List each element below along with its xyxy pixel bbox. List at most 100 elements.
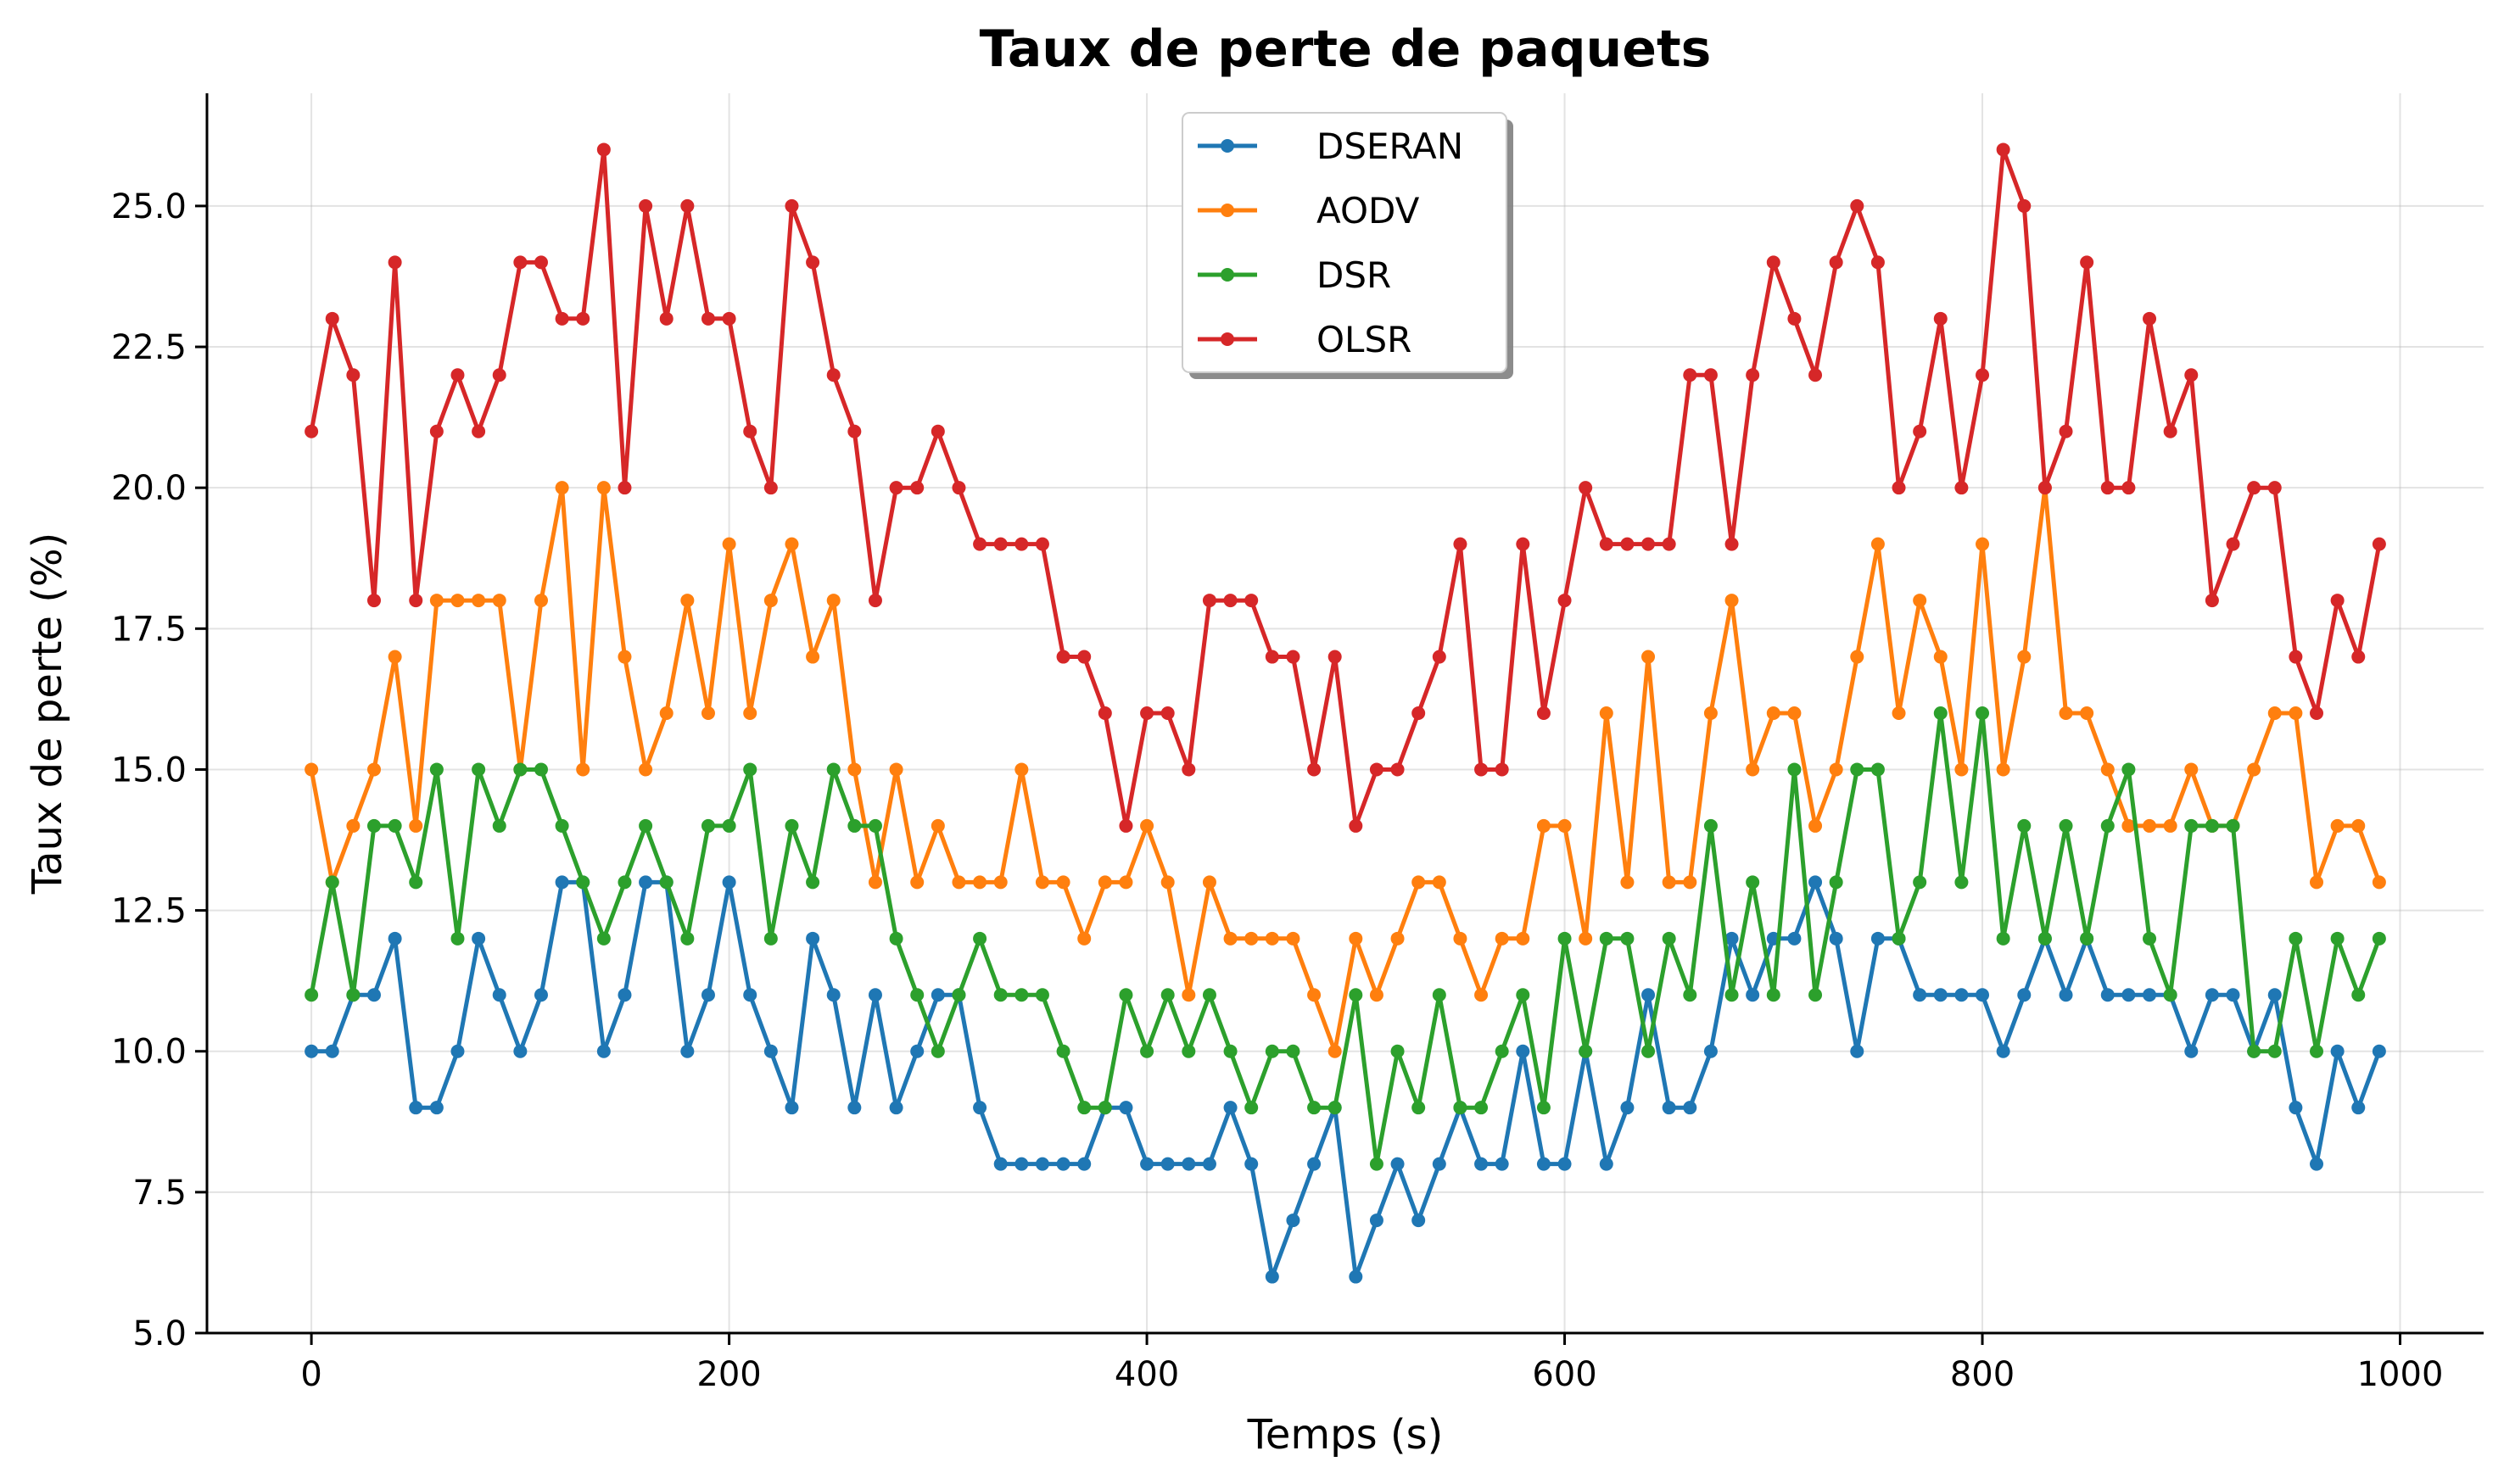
x-axis-label: Temps (s) xyxy=(1247,1411,1444,1459)
data-point-dsr-2 xyxy=(346,988,361,1002)
data-point-aodv-11 xyxy=(534,594,548,608)
data-point-olsr-90 xyxy=(2184,368,2199,382)
data-point-dseran-34 xyxy=(1014,1157,1029,1171)
data-point-dsr-65 xyxy=(1662,931,1676,946)
data-point-dseran-21 xyxy=(743,988,757,1002)
data-point-dsr-64 xyxy=(1641,1044,1656,1058)
data-point-olsr-96 xyxy=(2310,706,2324,720)
data-point-dsr-59 xyxy=(1536,1101,1551,1115)
data-point-olsr-60 xyxy=(1557,594,1572,608)
data-point-aodv-74 xyxy=(1850,650,1864,664)
data-point-aodv-45 xyxy=(1244,931,1259,946)
data-point-olsr-15 xyxy=(618,481,632,495)
data-point-dsr-40 xyxy=(1140,1044,1154,1058)
series-line-dsr xyxy=(309,711,2382,1167)
data-point-olsr-18 xyxy=(680,198,695,213)
data-point-olsr-58 xyxy=(1516,537,1530,551)
legend-marker-dseran xyxy=(1221,139,1234,153)
data-point-dsr-60 xyxy=(1557,931,1572,946)
data-point-dsr-32 xyxy=(973,931,987,946)
data-point-aodv-17 xyxy=(659,706,674,720)
data-point-aodv-46 xyxy=(1265,931,1279,946)
data-point-aodv-60 xyxy=(1557,818,1572,833)
data-point-olsr-12 xyxy=(555,311,569,326)
data-point-dseran-67 xyxy=(1703,1044,1718,1058)
data-point-olsr-51 xyxy=(1369,762,1383,777)
data-point-dseran-10 xyxy=(513,1044,528,1058)
data-point-aodv-70 xyxy=(1766,706,1780,720)
data-point-aodv-69 xyxy=(1746,762,1760,777)
data-point-dsr-51 xyxy=(1369,1157,1383,1171)
data-point-aodv-66 xyxy=(1683,875,1697,890)
data-point-dsr-49 xyxy=(1327,1101,1342,1115)
data-point-olsr-19 xyxy=(701,311,715,326)
data-point-olsr-0 xyxy=(305,424,319,438)
data-point-olsr-91 xyxy=(2205,594,2219,608)
data-point-aodv-4 xyxy=(388,650,402,664)
data-point-dseran-87 xyxy=(2121,988,2136,1002)
data-point-aodv-87 xyxy=(2121,818,2136,833)
data-point-olsr-25 xyxy=(826,368,841,382)
data-point-dseran-4 xyxy=(388,931,402,946)
data-point-dsr-22 xyxy=(763,931,778,946)
data-point-dsr-34 xyxy=(1014,988,1029,1002)
data-point-dsr-24 xyxy=(806,875,820,890)
data-point-olsr-81 xyxy=(1996,142,2010,157)
data-point-dseran-60 xyxy=(1557,1157,1572,1171)
data-point-aodv-78 xyxy=(1933,650,1948,664)
data-point-olsr-71 xyxy=(1787,311,1802,326)
data-point-dsr-94 xyxy=(2267,1044,2282,1058)
data-point-aodv-26 xyxy=(847,762,862,777)
data-point-olsr-87 xyxy=(2121,481,2136,495)
data-point-olsr-69 xyxy=(1746,368,1760,382)
data-point-aodv-14 xyxy=(596,481,611,495)
data-point-aodv-3 xyxy=(366,762,381,777)
data-point-dsr-50 xyxy=(1349,988,1363,1002)
data-point-dseran-57 xyxy=(1495,1157,1509,1171)
data-point-dsr-17 xyxy=(659,875,674,890)
data-point-dseran-9 xyxy=(492,988,506,1002)
data-point-aodv-67 xyxy=(1703,706,1718,720)
data-point-dseran-77 xyxy=(1913,988,1927,1002)
data-point-olsr-50 xyxy=(1349,818,1363,833)
data-point-dsr-61 xyxy=(1579,1044,1593,1058)
data-point-dsr-95 xyxy=(2289,931,2303,946)
data-point-dseran-8 xyxy=(472,931,486,946)
data-point-dsr-89 xyxy=(2163,988,2177,1002)
data-point-olsr-88 xyxy=(2143,311,2157,326)
data-point-olsr-84 xyxy=(2059,424,2073,438)
data-point-aodv-40 xyxy=(1140,818,1154,833)
data-point-aodv-16 xyxy=(639,762,653,777)
x-tick-label-4: 800 xyxy=(1950,1355,2015,1394)
data-point-dsr-46 xyxy=(1265,1044,1279,1058)
data-point-olsr-72 xyxy=(1808,368,1823,382)
data-point-olsr-21 xyxy=(743,424,757,438)
data-point-olsr-55 xyxy=(1453,537,1467,551)
data-point-dsr-69 xyxy=(1746,875,1760,890)
y-axis-label: Taux de perte (%) xyxy=(24,533,71,895)
data-point-dseran-82 xyxy=(2017,988,2032,1002)
data-point-olsr-35 xyxy=(1035,537,1049,551)
data-point-olsr-36 xyxy=(1056,650,1070,664)
data-point-dsr-88 xyxy=(2143,931,2157,946)
data-point-olsr-52 xyxy=(1390,762,1405,777)
data-point-dsr-57 xyxy=(1495,1044,1509,1058)
data-point-aodv-41 xyxy=(1160,875,1175,890)
legend-label-dseran: DSERAN xyxy=(1316,126,1463,167)
data-point-dseran-22 xyxy=(763,1044,778,1058)
y-tick-label-6: 20.0 xyxy=(111,469,187,508)
x-tick-label-1: 200 xyxy=(696,1355,761,1394)
data-point-olsr-85 xyxy=(2080,255,2094,270)
data-point-olsr-23 xyxy=(785,198,799,213)
data-point-olsr-57 xyxy=(1495,762,1509,777)
data-point-aodv-65 xyxy=(1662,875,1676,890)
data-point-aodv-79 xyxy=(1954,762,1969,777)
data-point-aodv-58 xyxy=(1516,931,1530,946)
data-point-aodv-22 xyxy=(763,594,778,608)
data-point-dsr-9 xyxy=(492,818,506,833)
data-point-dsr-85 xyxy=(2080,931,2094,946)
data-point-aodv-54 xyxy=(1432,875,1446,890)
data-point-olsr-68 xyxy=(1724,537,1739,551)
data-point-olsr-49 xyxy=(1327,650,1342,664)
data-point-olsr-1 xyxy=(325,311,339,326)
